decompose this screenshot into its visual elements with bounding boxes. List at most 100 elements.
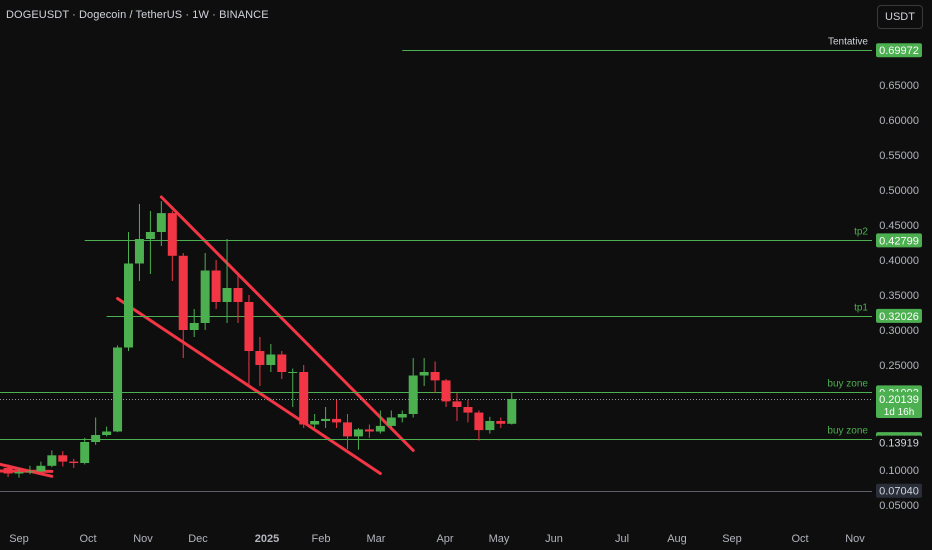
- trendline: [159, 195, 415, 452]
- level-price-box-bg: [876, 308, 922, 323]
- candle-body: [496, 421, 506, 424]
- horizontal-levels: Tentative tp2 tp1 buy zone buy zone: [0, 37, 872, 492]
- candle: [124, 232, 133, 351]
- candle: [288, 368, 298, 407]
- level-label: buy zone: [827, 379, 868, 390]
- candle: [134, 204, 144, 281]
- candle: [189, 309, 199, 337]
- level-price-box: 0.69972: [879, 45, 919, 57]
- y-tick-label: 0.65000: [879, 80, 919, 92]
- candle: [113, 345, 123, 433]
- x-tick-label: Aug: [667, 533, 687, 545]
- candle-body: [332, 418, 342, 423]
- candle-body: [419, 372, 429, 376]
- currency-button[interactable]: USDT: [877, 5, 923, 29]
- candle-body: [134, 239, 144, 264]
- candle-body: [321, 418, 331, 421]
- candle-body: [69, 461, 79, 463]
- current-price-box-bg: [876, 392, 922, 419]
- candle-body: [222, 288, 232, 302]
- y-tick-label: 0.55000: [879, 150, 919, 162]
- x-tick-label: Nov: [845, 533, 865, 545]
- candle: [200, 253, 210, 330]
- candle: [332, 400, 342, 428]
- candle-body: [124, 263, 133, 348]
- candle: [496, 417, 506, 428]
- level-price-box: 0.42799: [879, 235, 919, 247]
- candle: [310, 414, 320, 428]
- candle-body: [3, 467, 13, 474]
- candle-body: [14, 472, 24, 474]
- x-tick-label: Jun: [545, 533, 563, 545]
- candle: [321, 407, 331, 428]
- candle-body: [156, 213, 166, 232]
- candle: [102, 426, 112, 437]
- candle-body: [167, 213, 177, 256]
- candle: [364, 424, 374, 438]
- candle: [156, 201, 166, 246]
- candle: [452, 393, 462, 421]
- current-price-box: 0.20139: [879, 394, 919, 406]
- symbol-title[interactable]: DOGEUSDT · Dogecoin / TetherUS · 1W · BI…: [6, 9, 269, 21]
- x-tick-label: Feb: [312, 533, 331, 545]
- candle: [222, 239, 232, 323]
- candle-body: [452, 401, 462, 407]
- candle: [47, 450, 57, 468]
- y-tick-label: 0.60000: [879, 115, 919, 127]
- candle-body: [364, 429, 374, 432]
- level-price-box-bg: [876, 483, 922, 498]
- x-tick-label: Sep: [9, 533, 29, 545]
- candle: [91, 417, 101, 445]
- time-axis[interactable]: Sep Oct Nov Dec 2025 Feb Mar Apr May Jun Jul Aug Sep…: [9, 533, 865, 545]
- candle-body: [25, 471, 35, 473]
- candle: [255, 337, 265, 386]
- candle-body: [113, 347, 123, 432]
- candle-body: [375, 425, 385, 432]
- candle: [299, 365, 309, 428]
- candle: [463, 400, 473, 423]
- price-axis[interactable]: 0.65000 0.60000 0.55000 0.50000 0.45000 0.400…: [876, 43, 922, 512]
- candle: [419, 358, 429, 386]
- candle: [244, 295, 254, 386]
- candle-body: [408, 375, 418, 414]
- candle-body: [353, 429, 363, 437]
- y-tick-label: 0.45000: [879, 220, 919, 232]
- candle-body: [310, 421, 320, 425]
- candle: [69, 458, 79, 468]
- x-tick-label: Oct: [791, 533, 808, 545]
- candle: [485, 416, 495, 434]
- candle-body: [102, 431, 112, 435]
- y-tick-label: 0.30000: [879, 325, 919, 337]
- candle-body: [178, 255, 188, 330]
- candle-body: [47, 455, 57, 466]
- level-label: buy zone: [827, 426, 868, 437]
- candle: [25, 465, 35, 475]
- candle: [441, 379, 451, 407]
- candle-body: [211, 270, 221, 302]
- candle: [343, 414, 352, 449]
- candle-body: [288, 372, 298, 373]
- y-tick-label: 0.35000: [879, 290, 919, 302]
- candle-body: [507, 399, 517, 424]
- candle: [145, 211, 155, 274]
- y-tick-label: 0.40000: [879, 255, 919, 267]
- candle-body: [58, 455, 68, 462]
- candle-body: [145, 232, 155, 239]
- candle-body: [485, 421, 495, 431]
- x-tick-label: Jul: [615, 533, 629, 545]
- x-tick-label: Nov: [133, 533, 153, 545]
- y-tick-label: 0.25000: [879, 360, 919, 372]
- x-tick-label: May: [489, 533, 510, 545]
- x-tick-label: Mar: [367, 533, 386, 545]
- y-tick-label: 0.10000: [879, 465, 919, 477]
- candle: [36, 461, 46, 473]
- level-price-box: 0.07040: [879, 486, 919, 498]
- candle-body: [233, 288, 243, 302]
- candle-body: [36, 465, 46, 472]
- candle-body: [244, 302, 254, 351]
- candle: [3, 464, 13, 477]
- candle-body: [474, 412, 484, 431]
- candle: [408, 358, 418, 418]
- candle: [233, 274, 243, 323]
